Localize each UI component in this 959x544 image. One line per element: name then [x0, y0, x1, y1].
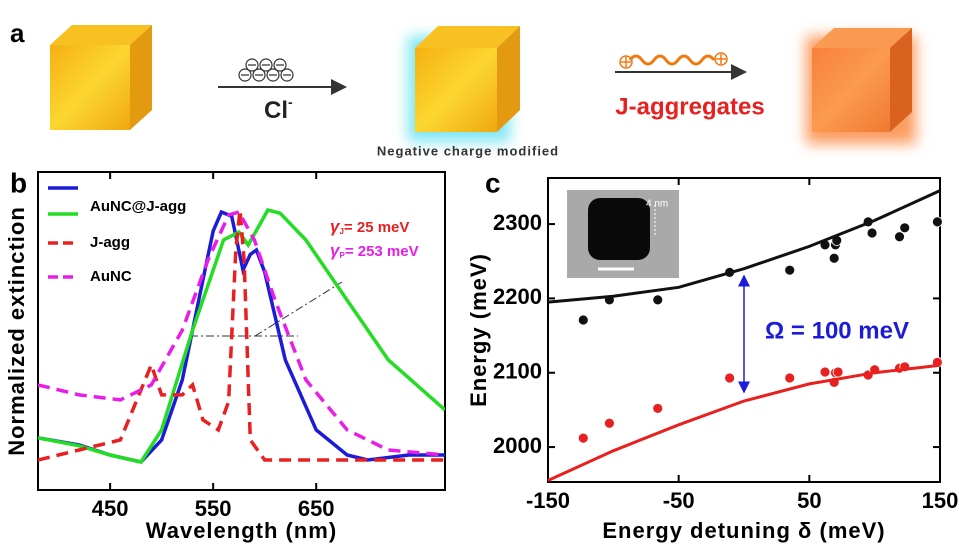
y-tick-label: 2100 [493, 359, 542, 384]
cube-modified [408, 26, 520, 142]
arrow [218, 59, 345, 87]
annotation: Ω = 100 meV [765, 317, 909, 344]
annotation-text: = 25 meV [344, 219, 409, 236]
legend-label: AuNC [90, 268, 132, 285]
annotation: γP= 253 meV [330, 241, 419, 260]
y-axis-label: Energy (meV) [466, 253, 491, 407]
x-tick-label: 150 [922, 488, 959, 513]
figure: a Cl- Negative charge modified J-aggrega… [0, 0, 959, 544]
panel-label: c [485, 167, 501, 198]
point [833, 367, 843, 377]
legend-label: AuNC@J-agg [90, 198, 186, 215]
cube-aggregated [806, 28, 916, 144]
point [820, 367, 830, 377]
legend-label: J-agg [90, 234, 130, 251]
reagent-text: Cl [264, 97, 288, 124]
point [578, 433, 588, 443]
panel-label: a [10, 18, 25, 48]
inset-scale: 4 nm [646, 199, 668, 210]
annotation-text: = 253 meV [345, 243, 419, 260]
y-axis-label: Normalized extinction [4, 206, 29, 456]
x-axis-label: Wavelength (nm) [146, 518, 337, 543]
reagent-charge: - [288, 94, 293, 110]
x-tick-label: 450 [92, 496, 129, 521]
point [785, 373, 795, 383]
panel-label: b [10, 167, 27, 198]
point [900, 223, 910, 233]
x-tick-label: 50 [797, 488, 821, 513]
y-tick-label: 2000 [493, 433, 542, 458]
caption: Negative charge modified [377, 143, 559, 158]
product-label: J-aggregates [615, 93, 764, 120]
x-tick-label: -50 [663, 488, 695, 513]
point [932, 217, 942, 227]
point [578, 315, 588, 325]
x-tick-label: -150 [526, 488, 570, 513]
x-axis-label: Energy detuning δ (meV) [602, 518, 885, 543]
y-tick-label: 2300 [493, 210, 542, 235]
cube [50, 25, 152, 130]
guide-lines [190, 282, 342, 336]
reagent: Cl- [264, 94, 293, 125]
point [725, 373, 735, 383]
point [604, 418, 614, 428]
point [653, 295, 663, 305]
point [829, 253, 839, 263]
point [867, 228, 877, 238]
point [785, 265, 795, 275]
point [894, 232, 904, 242]
point [653, 403, 663, 413]
y-tick-label: 2200 [493, 284, 542, 309]
arrow [615, 53, 745, 72]
annotation: γJ= 25 meV [330, 217, 409, 236]
